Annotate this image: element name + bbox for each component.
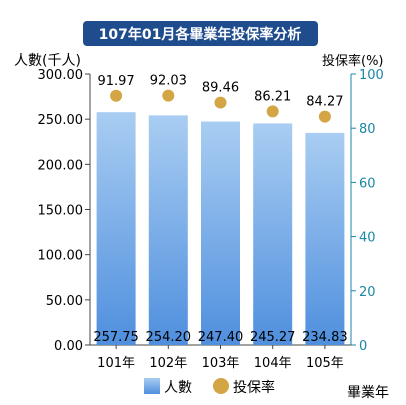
y-left-tick-label: 200.00: [38, 158, 84, 173]
y-right-tick-label: 20: [359, 285, 376, 300]
bar-value-label: 234.83: [302, 330, 348, 345]
y-right-tick-label: 0: [359, 339, 367, 354]
x-tick-label: 102年: [149, 356, 187, 371]
rate-dot-1: [162, 89, 175, 102]
y-left-tick-label: 300.00: [38, 68, 84, 83]
y-left-tick-label: 50.00: [46, 294, 83, 309]
x-axis-title: 畢業年: [347, 385, 389, 401]
legend-bar-swatch: [144, 378, 160, 394]
y-left-tick-label: 100.00: [38, 249, 84, 264]
rate-dot-3: [266, 105, 279, 118]
y-right-tick-label: 100: [359, 68, 384, 83]
bar-3: [253, 123, 293, 346]
y-right-axis-title: 投保率(%): [322, 53, 384, 69]
x-tick-label: 103年: [202, 356, 240, 371]
title-banner: [83, 21, 318, 46]
bar-value-label: 245.27: [250, 330, 296, 345]
y-left-axis-title: 人數(千人): [14, 53, 81, 69]
chart-title: 107年01月各畢業年投保率分析: [99, 26, 302, 43]
bar-2: [201, 121, 240, 345]
legend-dot-swatch: [213, 378, 229, 394]
legend-dot-label: 投保率: [233, 379, 275, 396]
x-tick-label: 104年: [254, 356, 292, 371]
rate-dot-0: [110, 89, 123, 102]
rate-value-label: 86.21: [254, 89, 291, 104]
bar-value-label: 254.20: [146, 330, 192, 345]
rate-dot-2: [214, 96, 227, 109]
rate-dot-4: [318, 110, 331, 123]
rate-value-label: 92.03: [150, 74, 187, 89]
bar-0: [96, 112, 136, 345]
bar-4: [305, 132, 345, 345]
y-right-tick-label: 80: [359, 122, 376, 137]
x-tick-label: 105年: [306, 356, 344, 371]
bar-value-label: 257.75: [93, 330, 139, 345]
y-right-tick-label: 60: [359, 176, 376, 191]
y-left-tick-label: 250.00: [38, 113, 84, 128]
y-left-tick-label: 0.00: [54, 339, 83, 354]
rate-value-label: 84.27: [306, 95, 343, 110]
x-tick-label: 101年: [97, 356, 135, 371]
y-left-tick-label: 150.00: [38, 204, 84, 219]
y-right-tick-label: 40: [359, 231, 376, 246]
legend-bar-label: 人數: [164, 380, 192, 396]
rate-value-label: 89.46: [202, 81, 239, 96]
bar-value-label: 247.40: [198, 330, 244, 345]
bar-1: [148, 115, 188, 345]
rate-value-label: 91.97: [97, 74, 134, 89]
legend: 人數 投保率: [144, 378, 275, 396]
